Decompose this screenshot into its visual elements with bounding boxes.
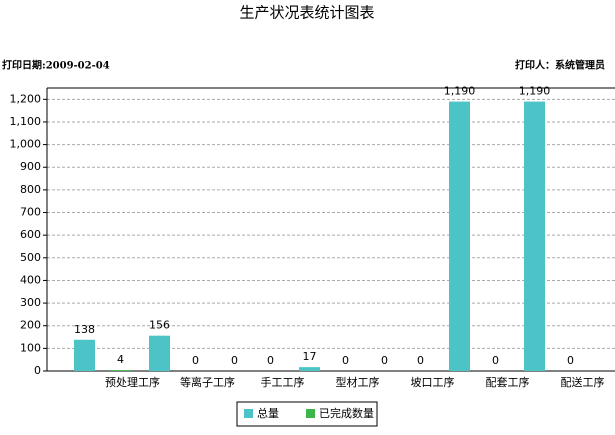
x-tick-label: 坡口工序	[411, 375, 455, 389]
x-tick-label: 预处理工序	[105, 375, 160, 389]
bar	[299, 367, 320, 371]
legend-label: 总量	[257, 406, 279, 420]
y-tick-label: 1,000	[10, 138, 42, 151]
value-label: 138	[74, 323, 95, 336]
legend-swatch	[306, 409, 315, 418]
value-label: 0	[492, 354, 499, 367]
legend-label: 已完成数量	[319, 406, 374, 420]
value-label: 4	[117, 353, 124, 366]
y-tick-label: 900	[20, 160, 41, 173]
y-tick-label: 600	[20, 228, 41, 241]
y-tick-label: 800	[20, 183, 41, 196]
x-tick-label: 配送工序	[561, 375, 605, 389]
value-label: 17	[303, 350, 317, 363]
bar	[110, 370, 131, 371]
y-tick-label: 400	[20, 273, 41, 286]
value-label: 0	[342, 354, 349, 367]
legend-swatch	[244, 409, 253, 418]
value-label: 0	[567, 354, 574, 367]
x-tick-label: 等离子工序	[180, 375, 235, 389]
value-label: 1,190	[444, 85, 476, 98]
y-tick-label: 500	[20, 251, 41, 264]
y-tick-label: 0	[34, 364, 41, 377]
value-label: 0	[231, 354, 238, 367]
bar	[74, 339, 95, 371]
value-label: 0	[381, 354, 388, 367]
y-tick-label: 1,200	[10, 92, 42, 105]
value-label: 0	[192, 354, 199, 367]
print-date: 打印日期:2009-02-04	[2, 59, 110, 72]
y-tick-label: 300	[20, 296, 41, 309]
x-tick-label: 手工工序	[261, 375, 305, 389]
bar	[149, 335, 170, 371]
printer: 打印人：系统管理员	[515, 59, 605, 72]
y-tick-label: 1,100	[10, 115, 42, 128]
bar	[449, 101, 470, 372]
x-tick-label: 配套工序	[486, 375, 530, 389]
value-label: 0	[417, 354, 424, 367]
value-label: 1,190	[519, 85, 551, 98]
y-tick-label: 200	[20, 319, 41, 332]
x-tick-label: 型材工序	[336, 375, 380, 389]
value-label: 156	[149, 319, 170, 332]
y-tick-label: 700	[20, 206, 41, 219]
page-title: 生产状况表统计图表	[239, 4, 374, 22]
y-tick-label: 100	[20, 341, 41, 354]
value-label: 0	[267, 354, 274, 367]
bar	[524, 101, 545, 372]
